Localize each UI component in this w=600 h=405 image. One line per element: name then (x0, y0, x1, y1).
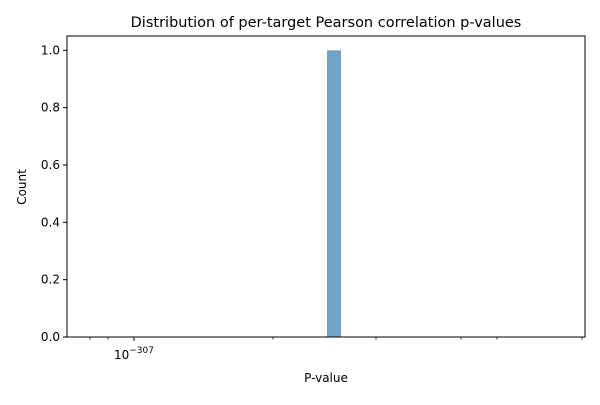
chart-title: Distribution of per-target Pearson corre… (131, 15, 522, 31)
plot-area (327, 50, 341, 337)
y-axis: 0.0 0.2 0.4 0.6 0.8 1.0 (41, 43, 67, 344)
x-axis-label: P-value (304, 371, 348, 385)
y-axis-label: Count (15, 169, 29, 205)
y-tick-label: 0.2 (41, 273, 60, 287)
x-tick-label: 10−307 (114, 346, 154, 362)
histogram-bar (327, 50, 341, 337)
axes-frame (66, 35, 586, 338)
y-tick-label: 1.0 (41, 43, 60, 57)
y-tick-label: 0.0 (41, 330, 60, 344)
y-tick-label: 0.6 (41, 158, 60, 172)
y-tick-label: 0.8 (41, 101, 60, 115)
x-axis: 10−307 (89, 337, 583, 362)
y-tick-label: 0.4 (41, 215, 60, 229)
